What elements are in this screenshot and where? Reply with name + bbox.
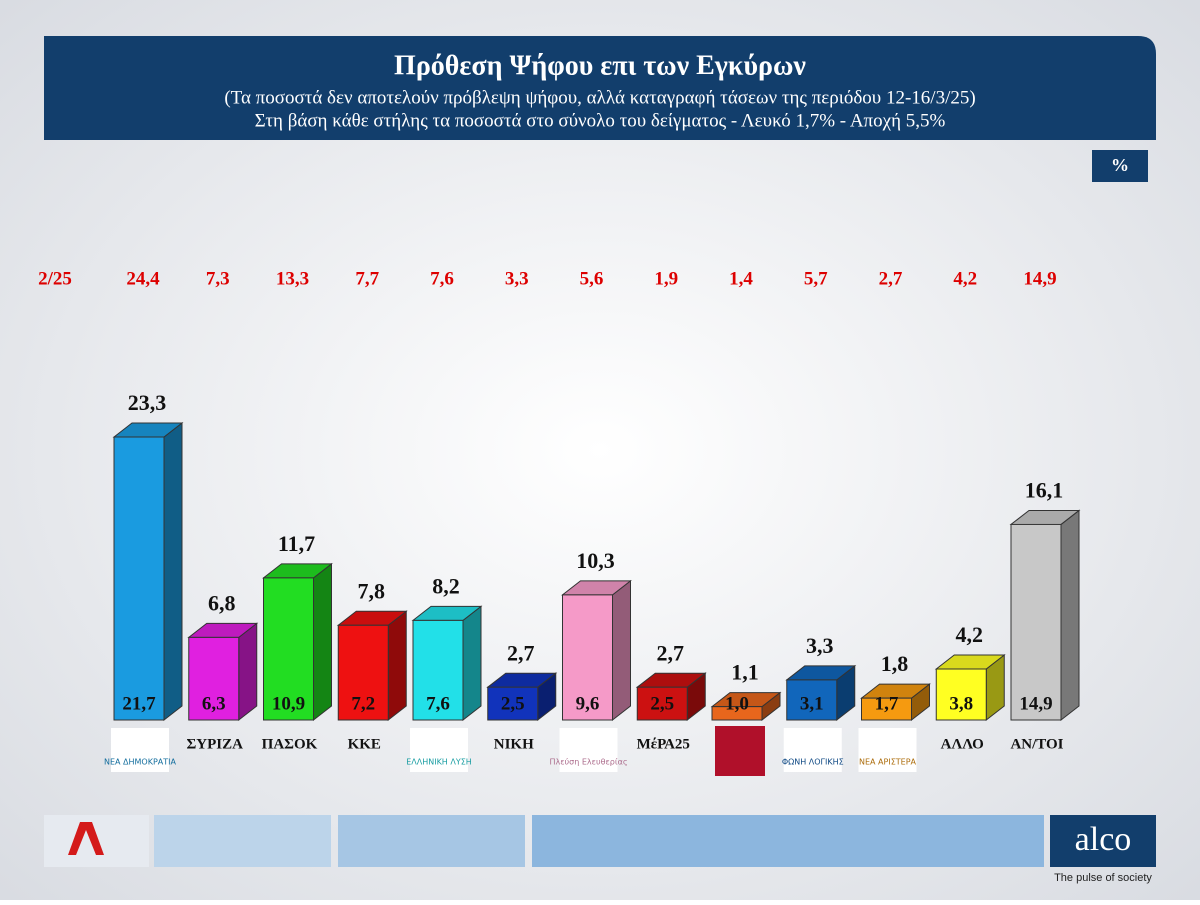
sample-value-label: 2,5: [501, 693, 525, 714]
x-tick-label: ΕΛΛΗΝΙΚΗ ΛΥΣΗ: [406, 758, 472, 767]
x-tick-label: ΣΥΡΙΖΑ: [187, 736, 244, 752]
x-tick-label: ΝΕΑ ΔΗΜΟΚΡΑΤΙΑ: [104, 758, 177, 767]
sample-value-label: 9,6: [576, 693, 600, 714]
unit-box: [1092, 150, 1148, 182]
value-label: 1,1: [731, 660, 759, 685]
footer-block: [154, 815, 331, 867]
x-tick-label: ΚΚΕ: [348, 736, 381, 752]
x-tick-label: Πλεύση Ελευθερίας: [549, 757, 627, 767]
previous-value-label: 14,9: [1023, 268, 1056, 289]
unit-label: %: [1111, 155, 1129, 175]
chart-subtitle: (Τα ποσοστά δεν αποτελούν πρόβλεψη ψήφου…: [224, 87, 975, 108]
party-logo: [559, 728, 618, 772]
previous-value-label: 5,7: [804, 268, 828, 289]
broadcaster-logo: [68, 822, 104, 855]
value-label: 10,3: [576, 548, 615, 573]
value-label: 11,7: [278, 531, 315, 556]
x-tick-label: ΠΑΣΟΚ: [262, 736, 318, 752]
previous-value-label: 7,6: [430, 268, 454, 289]
sample-value-label: 10,9: [272, 693, 305, 714]
chart-subtitle: Στη βάση κάθε στήλης τα ποσοστά στο σύνο…: [255, 110, 946, 131]
sample-value-label: 7,6: [426, 693, 450, 714]
x-tick-label: ΑΛΛΟ: [941, 736, 984, 752]
x-tick-label: ΑΝ/ΤΟΙ: [1010, 736, 1063, 752]
previous-label: 2/25: [38, 268, 72, 289]
x-tick-label: ΜέΡΑ25: [637, 736, 690, 752]
x-tick-label: ΝΙΚΗ: [494, 736, 534, 752]
bar-side: [313, 562, 332, 722]
bar-side: [1060, 509, 1080, 722]
bar: [935, 668, 987, 721]
footer-block: [532, 815, 1044, 867]
bar-side: [238, 622, 258, 722]
bar: [412, 619, 464, 721]
footer-block: [338, 815, 525, 867]
previous-value-label: 13,3: [276, 268, 309, 289]
previous-value-label: 24,4: [126, 268, 160, 289]
brand: alco: [1075, 821, 1132, 858]
previous-value-label: 7,3: [206, 268, 230, 289]
previous-value-label: 1,4: [729, 268, 753, 289]
party-logo: [111, 728, 169, 772]
bar-side: [462, 605, 482, 722]
sample-value-label: 3,8: [949, 693, 973, 714]
bar: [636, 686, 688, 721]
sample-value-label: 1,0: [725, 693, 749, 714]
x-tick-label: ΦΩΝΗ ΛΟΓΙΚΗΣ: [782, 758, 844, 767]
previous-value-label: 1,9: [654, 268, 678, 289]
value-label: 2,7: [507, 640, 535, 665]
bar: [861, 697, 912, 721]
bar: [562, 594, 613, 721]
chart-title: Πρόθεση Ψήφου επι των Εγκύρων: [394, 50, 806, 81]
party-logo: [858, 728, 917, 772]
x-tick-label: ΝΕΑ ΑΡΙΣΤΕΡΑ: [859, 758, 917, 767]
bar: [786, 679, 838, 721]
previous-value-label: 5,6: [580, 268, 604, 289]
sample-value-label: 14,9: [1019, 693, 1052, 714]
value-label: 2,7: [657, 640, 685, 665]
sample-value-label: 7,2: [351, 693, 375, 714]
party-logo: [715, 726, 765, 776]
sample-value-label: 2,5: [650, 693, 674, 714]
sample-value-label: 1,7: [875, 693, 899, 714]
value-label: 23,3: [128, 390, 167, 415]
bar: [337, 624, 389, 721]
tagline: The pulse of society: [1054, 872, 1152, 884]
value-label: 7,8: [358, 578, 386, 603]
party-logo: [783, 728, 842, 772]
sample-value-label: 21,7: [122, 693, 156, 714]
bar: [487, 686, 539, 721]
bar-side: [612, 579, 631, 722]
bar: [263, 577, 314, 721]
sample-value-label: 6,3: [202, 693, 226, 714]
bar: [1010, 523, 1062, 721]
value-label: 3,3: [806, 633, 834, 658]
value-label: 6,8: [208, 590, 236, 615]
previous-value-label: 2,7: [879, 268, 903, 289]
bar: [113, 436, 165, 721]
bar: [711, 706, 763, 721]
party-logo: [410, 728, 468, 772]
value-label: 16,1: [1025, 477, 1064, 502]
sample-value-label: 3,1: [800, 693, 824, 714]
bar-side: [387, 610, 407, 722]
bar: [188, 636, 240, 721]
previous-value-label: 7,7: [355, 268, 379, 289]
value-label: 8,2: [432, 573, 460, 598]
previous-value-label: 4,2: [953, 268, 977, 289]
value-label: 1,8: [881, 651, 909, 676]
value-label: 4,2: [956, 622, 984, 647]
brand-box: [1050, 815, 1156, 867]
previous-value-label: 3,3: [505, 268, 529, 289]
bar-side: [163, 421, 183, 722]
header-panel: [44, 36, 1156, 140]
